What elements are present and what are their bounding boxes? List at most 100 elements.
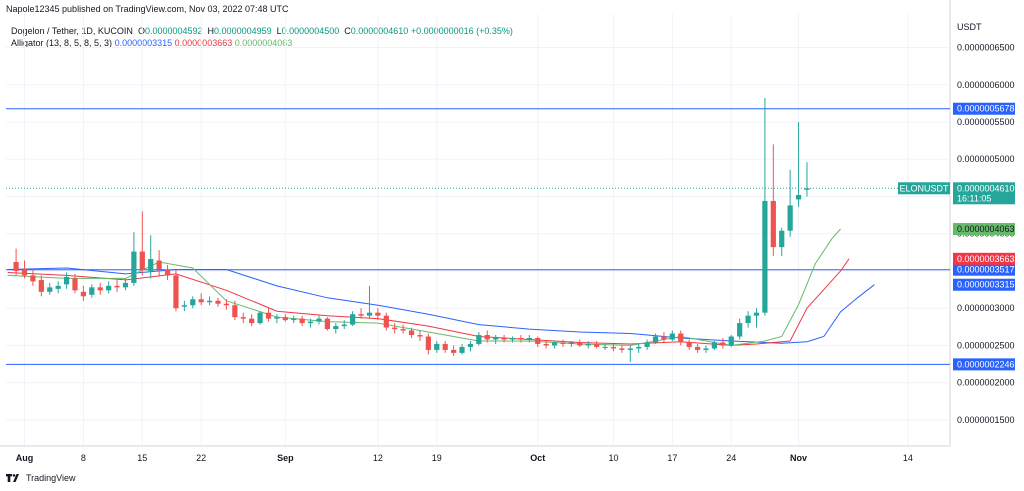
- candle-body: [307, 321, 314, 324]
- candle-body: [265, 312, 272, 319]
- candle-body: [577, 342, 583, 346]
- candle-body: [795, 194, 802, 200]
- candle-body: [274, 317, 280, 319]
- candle-body: [737, 323, 743, 337]
- candle: [459, 343, 465, 355]
- candle-body: [610, 346, 617, 349]
- candle: [299, 315, 305, 327]
- symbol-title[interactable]: Dogelon / Tether, 1D, KUCOIN: [11, 26, 133, 36]
- candle-body: [501, 338, 507, 340]
- candle-body: [164, 269, 171, 276]
- chart-legend: Dogelon / Tether, 1D, KUCOIN O0.00000045…: [11, 25, 513, 49]
- candle: [795, 122, 802, 207]
- candle: [291, 315, 297, 324]
- candle: [333, 323, 339, 334]
- candle-body: [661, 336, 667, 340]
- candle: [787, 169, 793, 237]
- candle-body: [13, 262, 19, 271]
- candle-body: [190, 299, 196, 306]
- symbol-tag: [898, 182, 950, 195]
- candle: [551, 340, 558, 349]
- lips-price-tag: [953, 223, 1015, 236]
- candle: [257, 311, 263, 325]
- candle-body: [139, 251, 145, 270]
- candle-body: [350, 314, 356, 325]
- candle: [711, 340, 718, 350]
- candle-body: [484, 335, 490, 340]
- candle: [652, 333, 659, 344]
- candle: [804, 162, 810, 197]
- candle-body: [694, 346, 701, 350]
- candle: [215, 297, 221, 307]
- candle: [467, 340, 474, 352]
- y-tick-label: 0.0000003000: [957, 303, 1015, 313]
- candle: [728, 335, 734, 347]
- candle-body: [223, 303, 230, 306]
- teeth-price-tag: [953, 252, 1015, 265]
- candle: [577, 339, 583, 347]
- indicator-title[interactable]: Alligator (13, 8, 5, 8, 5, 3): [11, 38, 113, 48]
- x-tick-label: 12: [373, 453, 383, 463]
- y-tick-label: 0.0000006000: [957, 80, 1015, 90]
- candle-body: [131, 251, 137, 283]
- x-tick-label: 8: [81, 453, 86, 463]
- candle-body: [206, 300, 213, 303]
- jaw-price-tag-label: 0.0000003315: [957, 280, 1015, 290]
- candle-body: [148, 259, 154, 271]
- candle-body: [804, 188, 810, 190]
- candle: [80, 285, 87, 301]
- ohlc-high: H0.0000004959: [207, 26, 272, 36]
- candle-body: [535, 338, 541, 344]
- candle-body: [30, 275, 36, 282]
- candle: [694, 343, 701, 353]
- x-tick-label: 15: [137, 453, 147, 463]
- candle-body: [585, 343, 591, 346]
- candle: [442, 340, 448, 353]
- candle-body: [711, 342, 718, 349]
- candle: [122, 278, 129, 291]
- teeth-price-tag-label: 0.0000003663: [957, 254, 1015, 264]
- ohlc-close: C0.0000004610: [344, 26, 409, 36]
- candle-body: [526, 338, 532, 340]
- candle: [265, 308, 272, 322]
- tradingview-logo-icon[interactable]: [6, 473, 22, 483]
- candle-body: [249, 318, 255, 324]
- candle: [148, 235, 154, 279]
- candle-body: [106, 285, 112, 291]
- candle-body: [198, 299, 204, 303]
- candle: [282, 314, 288, 322]
- candle: [627, 345, 633, 362]
- candle: [358, 308, 364, 319]
- candle-body: [181, 305, 187, 307]
- candle: [240, 312, 246, 324]
- candle-body: [568, 342, 574, 344]
- y-tick-label: 0.0000002500: [957, 340, 1015, 350]
- candle: [408, 327, 415, 338]
- candle: [602, 343, 608, 350]
- candle-body: [560, 342, 566, 344]
- candle-body: [509, 338, 516, 340]
- candle-body: [753, 312, 760, 316]
- candle-body: [400, 329, 406, 331]
- candle: [392, 323, 398, 334]
- level-price-tag: [953, 102, 1015, 115]
- candle: [97, 282, 103, 295]
- candle-body: [80, 291, 87, 297]
- candle-body: [341, 324, 347, 327]
- legend-indicator-row: Alligator (13, 8, 5, 8, 5, 3) 0.00000033…: [11, 37, 513, 49]
- candle-body: [770, 200, 776, 248]
- level-price-tag: [953, 263, 1015, 276]
- candle-body: [240, 317, 246, 319]
- teeth-value: 0.0000003663: [174, 38, 233, 48]
- candle-body: [467, 343, 474, 347]
- candle-body: [728, 336, 734, 346]
- candle: [526, 335, 532, 343]
- candle-body: [156, 260, 162, 270]
- candle: [156, 250, 162, 276]
- candle-body: [299, 318, 305, 324]
- candle: [703, 345, 709, 353]
- x-tick-label: Sep: [277, 453, 294, 463]
- legend-symbol-row: Dogelon / Tether, 1D, KUCOIN O0.00000045…: [11, 25, 513, 37]
- candle: [585, 340, 591, 349]
